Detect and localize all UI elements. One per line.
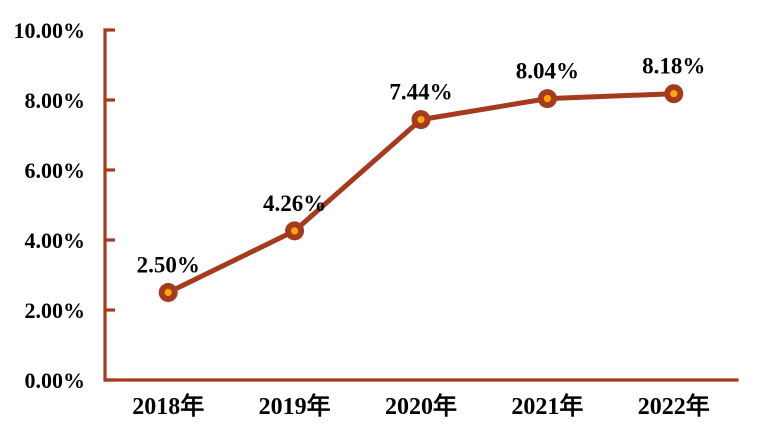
- data-point-center: [543, 95, 552, 103]
- data-point-label: 2.50%: [137, 253, 200, 278]
- data-point-center: [670, 90, 678, 98]
- y-tick-label: 8.00%: [25, 88, 86, 113]
- x-category-label: 2021年: [511, 392, 583, 420]
- data-point-label: 8.04%: [516, 59, 579, 84]
- data-point-label: 7.44%: [389, 80, 452, 105]
- data-point-center: [417, 116, 425, 124]
- data-point-center: [164, 288, 172, 297]
- x-category-label: 2022年: [638, 392, 710, 420]
- y-tick-label: 0.00%: [25, 368, 86, 393]
- x-category-label: 2020年: [385, 392, 457, 420]
- x-category-label: 2019年: [259, 392, 331, 420]
- data-point-label: 4.26%: [263, 191, 326, 216]
- data-point-label: 8.18%: [642, 54, 705, 79]
- y-tick-label: 2.00%: [25, 298, 86, 323]
- x-category-label: 2018年: [132, 392, 204, 420]
- y-tick-label: 10.00%: [14, 18, 86, 43]
- data-point-center: [291, 227, 299, 235]
- y-tick-label: 6.00%: [25, 158, 86, 183]
- y-tick-label: 4.00%: [25, 228, 86, 253]
